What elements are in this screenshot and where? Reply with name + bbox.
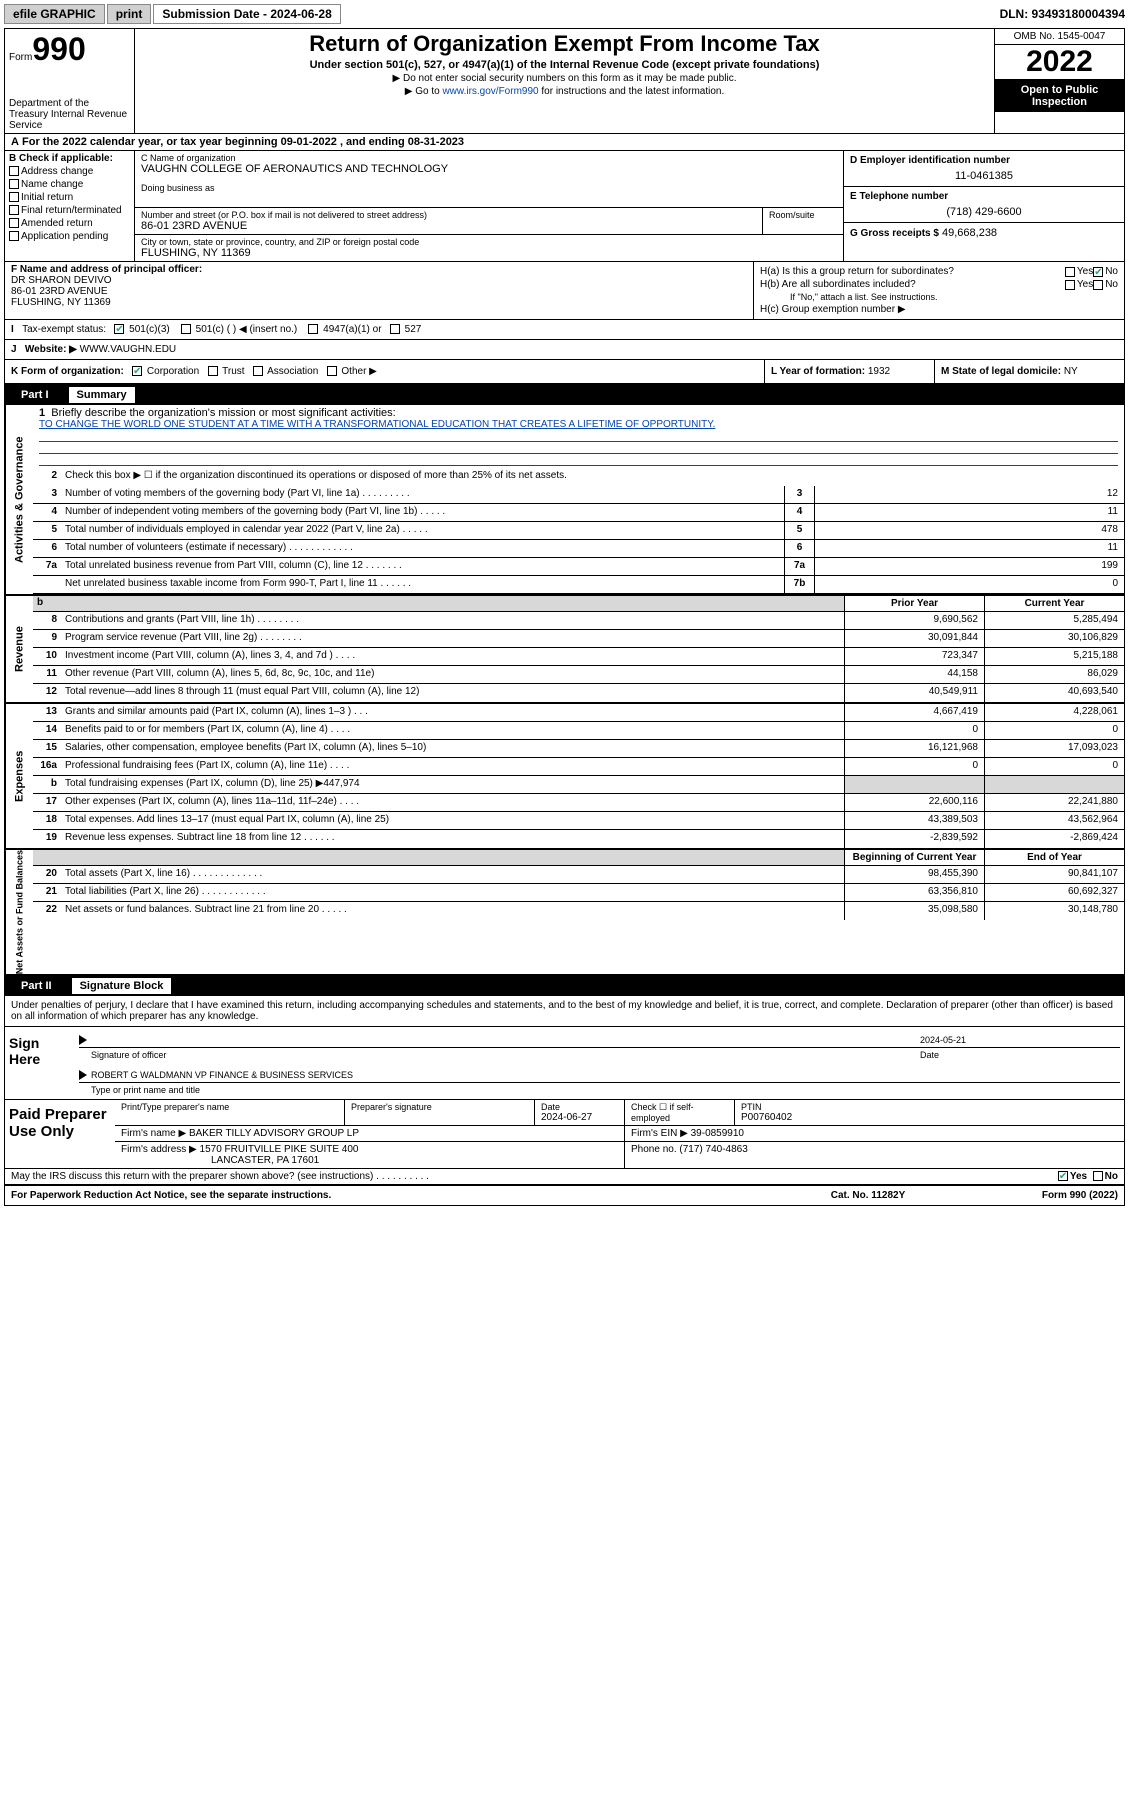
instr-1: ▶ Do not enter social security numbers o… bbox=[141, 73, 988, 84]
box-c: C Name of organization VAUGHN COLLEGE OF… bbox=[135, 151, 844, 261]
instr-2: ▶ Go to www.irs.gov/Form990 for instruct… bbox=[141, 86, 988, 97]
mission-text: TO CHANGE THE WORLD ONE STUDENT AT A TIM… bbox=[39, 419, 1118, 430]
box-i: I Tax-exempt status: 501(c)(3) 501(c) ( … bbox=[5, 320, 1124, 340]
omb-number: OMB No. 1545-0047 bbox=[995, 29, 1124, 45]
gross-receipts: 49,668,238 bbox=[942, 227, 997, 239]
org-name: VAUGHN COLLEGE OF AERONAUTICS AND TECHNO… bbox=[141, 163, 837, 175]
vtab-expenses: Expenses bbox=[5, 704, 33, 848]
box-f: F Name and address of principal officer:… bbox=[5, 262, 754, 319]
paid-preparer-label: Paid Preparer Use Only bbox=[5, 1100, 115, 1168]
sign-here-label: Sign Here bbox=[5, 1027, 75, 1099]
discuss-row: May the IRS discuss this return with the… bbox=[5, 1169, 1124, 1186]
dept-label: Department of the Treasury Internal Reve… bbox=[9, 98, 130, 131]
form-word: Form bbox=[9, 52, 32, 63]
irs-link[interactable]: www.irs.gov/Form990 bbox=[442, 86, 538, 97]
penalties-text: Under penalties of perjury, I declare th… bbox=[5, 996, 1124, 1027]
footer: For Paperwork Reduction Act Notice, see … bbox=[5, 1186, 1124, 1205]
part-2-header: Part II Signature Block bbox=[5, 976, 1124, 996]
row-a-taxyear: A For the 2022 calendar year, or tax yea… bbox=[5, 134, 1124, 151]
print-button[interactable]: print bbox=[107, 4, 152, 24]
open-inspection: Open to Public Inspection bbox=[995, 80, 1124, 112]
org-street: 86-01 23RD AVENUE bbox=[141, 220, 756, 232]
form-container: Form990 Department of the Treasury Inter… bbox=[4, 28, 1125, 1206]
vtab-revenue: Revenue bbox=[5, 596, 33, 702]
box-m: M State of legal domicile: NY bbox=[934, 360, 1124, 383]
box-b: B Check if applicable: Address change Na… bbox=[5, 151, 135, 261]
box-h: H(a) Is this a group return for subordin… bbox=[754, 262, 1124, 319]
box-j: J Website: ▶ WWW.VAUGHN.EDU bbox=[5, 340, 1124, 360]
vtab-governance: Activities & Governance bbox=[5, 405, 33, 594]
org-city: FLUSHING, NY 11369 bbox=[141, 247, 837, 259]
vtab-netassets: Net Assets or Fund Balances bbox=[5, 850, 33, 974]
officer-name: ROBERT G WALDMANN VP FINANCE & BUSINESS … bbox=[91, 1070, 353, 1080]
phone: (718) 429-6600 bbox=[850, 206, 1118, 218]
form-title: Return of Organization Exempt From Incom… bbox=[141, 31, 988, 57]
tax-year: 2022 bbox=[995, 45, 1124, 80]
form-number: 990 bbox=[32, 31, 85, 67]
efile-label: efile GRAPHIC bbox=[4, 4, 105, 24]
dln-label: DLN: 93493180004394 bbox=[1000, 7, 1125, 21]
top-toolbar: efile GRAPHIC print Submission Date - 20… bbox=[4, 4, 1125, 24]
box-l: L Year of formation: 1932 bbox=[764, 360, 934, 383]
form-subtitle: Under section 501(c), 527, or 4947(a)(1)… bbox=[141, 59, 988, 71]
box-de: D Employer identification number 11-0461… bbox=[844, 151, 1124, 261]
submission-date: Submission Date - 2024-06-28 bbox=[153, 4, 340, 24]
ein: 11-0461385 bbox=[850, 170, 1118, 182]
box-k: K Form of organization: Corporation Trus… bbox=[5, 360, 764, 383]
part-1-header: Part I Summary bbox=[5, 385, 1124, 405]
website: WWW.VAUGHN.EDU bbox=[80, 344, 176, 355]
firm-name: BAKER TILLY ADVISORY GROUP LP bbox=[189, 1128, 359, 1139]
